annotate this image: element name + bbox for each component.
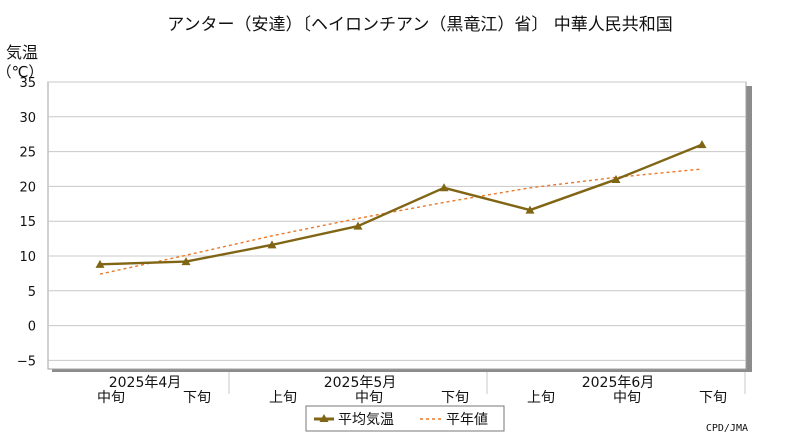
y-axis-label: 気温 [6, 43, 38, 62]
data-point-mean-temp [181, 257, 191, 266]
data-point-mean-temp [611, 174, 621, 183]
y-tick-label: 25 [19, 146, 36, 161]
legend-label-mean-temp: 平均気温 [338, 412, 394, 428]
data-point-mean-temp [439, 183, 449, 192]
series-group [95, 140, 707, 275]
y-tick-label: −5 [17, 354, 36, 369]
data-point-mean-temp [353, 221, 363, 230]
y-axis-unit: （℃） [0, 63, 43, 81]
x-tick-label: 上旬 [527, 390, 555, 406]
month-label: 2025年6月 [582, 375, 655, 391]
x-tick-label: 中旬 [355, 390, 383, 406]
legend-marker-mean-temp [319, 414, 329, 422]
source-credit: CPD/JMA [706, 423, 748, 434]
y-tick-label: 5 [28, 285, 36, 300]
y-tick-label: 15 [19, 215, 36, 230]
legend: 平均気温 平年値 [305, 405, 505, 432]
gridlines [48, 81, 746, 361]
month-label: 2025年4月 [109, 375, 182, 391]
x-tick-label: 下旬 [441, 390, 469, 406]
plot-area [47, 81, 747, 370]
y-tick-label: 30 [19, 111, 36, 126]
data-point-mean-temp [697, 140, 707, 149]
x-tick-label: 上旬 [269, 390, 297, 406]
y-tick-label: 35 [19, 76, 36, 91]
month-label: 2025年5月 [324, 375, 397, 391]
chart-title: アンター（安達）〔ヘイロンチアン（黒竜江）省〕 中華人民共和国 [167, 15, 673, 35]
data-point-mean-temp [525, 205, 535, 214]
x-tick-label: 下旬 [699, 390, 727, 406]
data-point-mean-temp [267, 240, 277, 249]
y-tick-label: 0 [28, 320, 36, 335]
series-line-mean-temp [99, 143, 703, 266]
legend-label-normal: 平年値 [446, 412, 488, 428]
legend-box [305, 405, 505, 432]
y-tick-label: 20 [19, 180, 36, 195]
series-line-normal [99, 168, 703, 275]
data-point-mean-temp [95, 259, 105, 268]
y-tick-label: 10 [19, 250, 36, 265]
x-tick-label: 下旬 [183, 390, 211, 406]
x-tick-label: 中旬 [613, 390, 641, 406]
x-tick-label: 中旬 [97, 390, 125, 406]
y-tick-labels: 35 30 25 20 15 10 5 0 −5 [17, 76, 36, 369]
